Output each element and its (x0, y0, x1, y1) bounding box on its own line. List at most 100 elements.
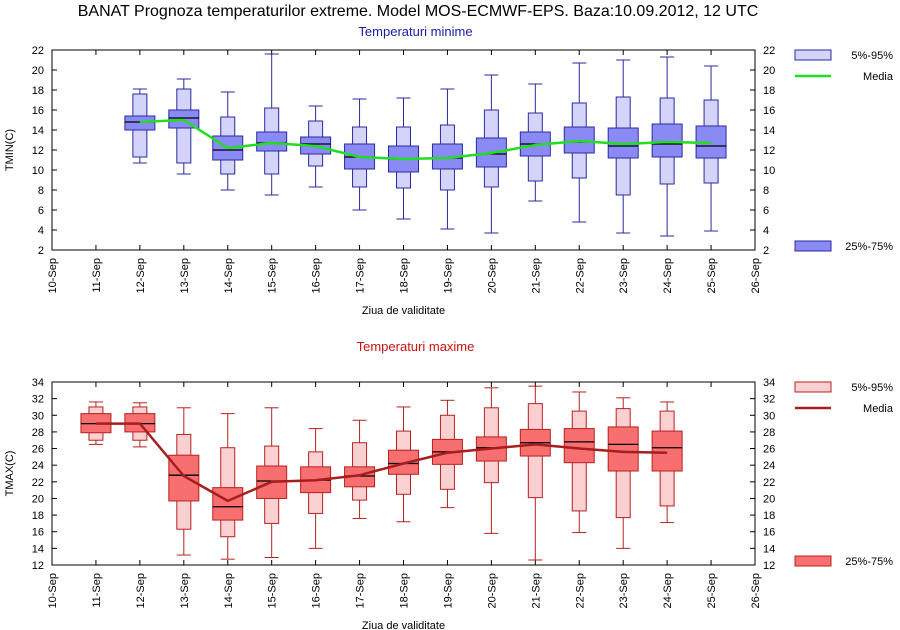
tmin-legend-5-95-label: 5%-95% (851, 50, 893, 62)
tmax-xtick-label: 25-Sep (706, 573, 718, 608)
tmin-legend-25-75-label: 25%-75% (845, 241, 893, 253)
tmax-xtick-label: 21-Sep (530, 573, 542, 608)
tmin-xtick-label: 26-Sep (750, 258, 762, 293)
tmax-panel: Temperaturi maxime 12 12 14 14 16 16 18 18 20 20 22… (4, 339, 894, 630)
tmax-legend-25-75-swatch (794, 555, 832, 567)
tmin-ytick-label-left: 10 (32, 165, 44, 177)
tmin-box-25-75 (651, 123, 683, 158)
tmin-ytick-label-right: 20 (763, 65, 775, 77)
tmin-legend-5-95-swatch (794, 49, 832, 61)
tmax-ytick-label-right: 22 (763, 477, 775, 489)
tmax-box-25-75 (563, 428, 595, 464)
tmax-xtick-label: 10-Sep (47, 573, 59, 608)
tmax-ytick-label-left: 18 (32, 510, 44, 522)
tmin-ytick-label-right: 18 (763, 85, 775, 97)
tmax-xtick-label: 18-Sep (399, 573, 411, 608)
tmax-ytick-label-left: 32 (32, 394, 44, 406)
tmax-legend-mean-label: Media (863, 403, 894, 415)
tmin-xtick-label: 24-Sep (662, 258, 674, 293)
tmax-ytick-label-right: 16 (763, 527, 775, 539)
tmax-xtick-label: 17-Sep (355, 573, 367, 608)
tmax-xtick-label: 26-Sep (750, 573, 762, 608)
tmax-ytick-label-right: 32 (763, 394, 775, 406)
tmin-xtick-label: 21-Sep (530, 258, 542, 293)
tmin-mean-line (139, 118, 712, 161)
tmin-xtick-label: 13-Sep (179, 258, 191, 293)
tmax-ytick-label-left: 12 (32, 560, 44, 572)
tmax-xtick-label: 19-Sep (442, 573, 454, 608)
tmin-ytick-label-right: 12 (763, 145, 775, 157)
tmin-ytick-label-right: 14 (763, 125, 775, 137)
tmin-xtick-label: 14-Sep (223, 258, 235, 293)
tmin-xtick-label: 15-Sep (267, 258, 279, 293)
tmax-ytick-label-right: 26 (763, 444, 775, 456)
tmax-ytick-label-right: 18 (763, 510, 775, 522)
tmax-ytick-label-left: 30 (32, 410, 44, 422)
tmax-ytick-label-right: 30 (763, 410, 775, 422)
tmax-ytick-label-right: 28 (763, 427, 775, 439)
tmax-title: Temperaturi maxime (357, 339, 475, 354)
tmax-ytick-label-right: 20 (763, 493, 775, 505)
tmin-panel: Temperaturi minime 2 2 4 4 6 6 8 8 10 10 12 12 14 14 16… (4, 24, 894, 317)
tmax-xtick-label: 11-Sep (91, 573, 103, 608)
tmin-ytick-label-right: 6 (763, 205, 769, 217)
tmax-ytick-label-left: 20 (32, 493, 44, 505)
tmax-xtick-label: 12-Sep (135, 573, 147, 608)
tmin-ytick-label-right: 2 (763, 245, 769, 257)
tmax-ytick-label-left: 24 (32, 460, 44, 472)
tmin-ytick-label-right: 8 (763, 185, 769, 197)
tmax-box-25-75 (212, 487, 244, 521)
tmax-ylabel: TMAX(C) (4, 451, 16, 497)
tmin-ytick-label-right: 10 (763, 165, 775, 177)
tmax-legend-5-95-label: 5%-95% (851, 382, 893, 394)
tmin-ytick-label-right: 22 (763, 45, 775, 57)
tmin-ytick-label-right: 16 (763, 105, 775, 117)
tmin-ylabel: TMIN(C) (4, 129, 16, 171)
tmin-xtick-label: 16-Sep (311, 258, 323, 293)
tmax-ytick-label-right: 34 (763, 377, 775, 389)
tmax-ytick-label-left: 34 (32, 377, 44, 389)
tmin-ytick-label-left: 12 (32, 145, 44, 157)
tmax-xtick-label: 15-Sep (267, 573, 279, 608)
tmax-xtick-label: 23-Sep (618, 573, 630, 608)
tmin-box-25-75 (256, 131, 288, 152)
tmin-xlabel: Ziua de validitate (362, 305, 445, 317)
tmin-legend-mean-label: Media (863, 71, 894, 83)
tmax-xtick-label: 20-Sep (486, 573, 498, 608)
tmin-ytick-label-left: 20 (32, 65, 44, 77)
tmin-box-25-75 (124, 115, 156, 131)
tmin-ytick-label-left: 16 (32, 105, 44, 117)
tmin-xtick-label: 25-Sep (706, 258, 718, 293)
tmin-ytick-label-left: 4 (38, 225, 44, 237)
tmax-ytick-label-left: 14 (32, 543, 44, 555)
tmin-ytick-label-left: 18 (32, 85, 44, 97)
tmin-xtick-label: 11-Sep (91, 258, 103, 293)
tmax-legend-25-75-label: 25%-75% (845, 556, 893, 568)
tmin-xtick-label: 10-Sep (47, 258, 59, 293)
tmax-ytick-label-right: 14 (763, 543, 775, 555)
tmin-ytick-label-right: 4 (763, 225, 769, 237)
tmin-xtick-label: 17-Sep (355, 258, 367, 293)
tmin-ytick-label-left: 8 (38, 185, 44, 197)
tmin-ytick-label-left: 14 (32, 125, 44, 137)
tmin-title: Temperaturi minime (358, 24, 472, 39)
tmin-xtick-label: 12-Sep (135, 258, 147, 293)
tmax-ytick-label-left: 22 (32, 477, 44, 489)
tmax-xtick-label: 13-Sep (179, 573, 191, 608)
tmax-mean-line (95, 422, 668, 503)
tmax-box-25-75 (651, 430, 683, 472)
tmin-xtick-label: 20-Sep (486, 258, 498, 293)
tmax-xlabel: Ziua de validitate (362, 620, 445, 630)
tmax-xtick-label: 16-Sep (311, 573, 323, 608)
tmax-ytick-label-left: 16 (32, 527, 44, 539)
tmin-xtick-label: 18-Sep (399, 258, 411, 293)
tmin-legend-25-75-swatch (794, 240, 832, 252)
tmin-xtick-label: 23-Sep (618, 258, 630, 293)
tmax-legend-5-95-swatch (794, 381, 832, 393)
tmin-xtick-label: 19-Sep (442, 258, 454, 293)
tmin-xtick-label: 22-Sep (574, 258, 586, 293)
tmin-ytick-label-left: 6 (38, 205, 44, 217)
tmax-ytick-label-right: 24 (763, 460, 775, 472)
tmax-ytick-label-left: 28 (32, 427, 44, 439)
